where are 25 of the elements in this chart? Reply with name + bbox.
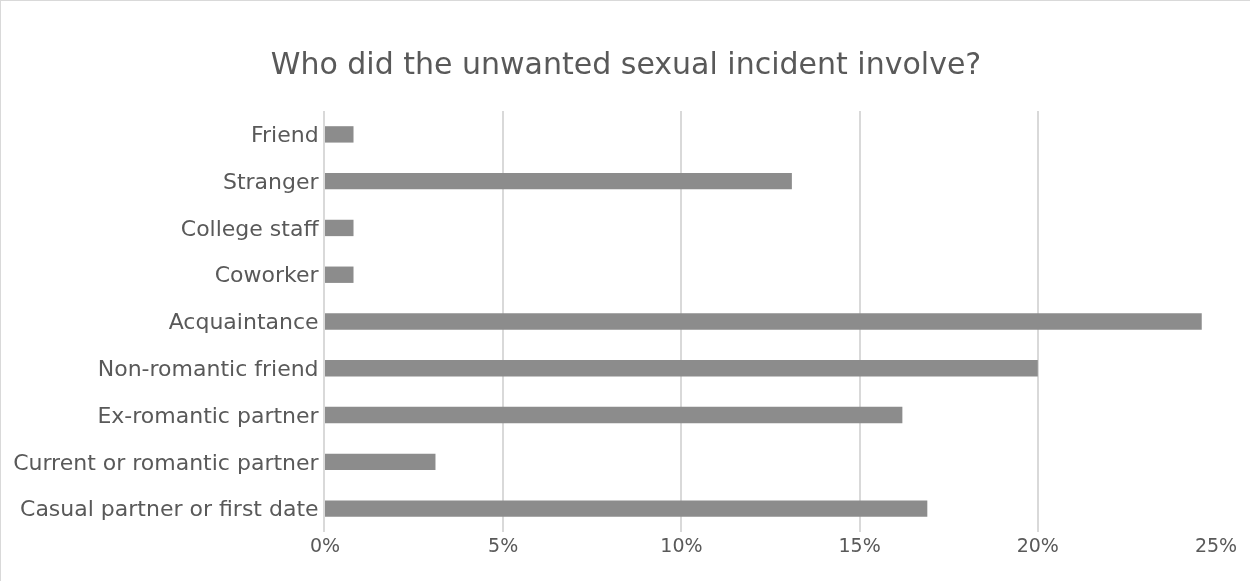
x-tick-label: 25% — [1194, 534, 1238, 556]
y-tick-label: Casual partner or first date — [20, 496, 319, 522]
x-tick-label: 0% — [309, 534, 341, 556]
y-tick-label: Ex-romantic partner — [97, 402, 320, 428]
y-tick-label: Non-romantic friend — [97, 355, 319, 381]
chart-title: Who did the unwanted sexual incident involve? — [270, 46, 982, 82]
bar — [325, 266, 354, 283]
bar — [325, 172, 792, 190]
x-tick-label: 15% — [838, 534, 881, 556]
bar — [325, 453, 436, 471]
y-tick-label: Coworker — [214, 262, 320, 288]
y-tick-label: Current or romantic partner — [13, 449, 320, 475]
bar — [325, 126, 354, 143]
bar — [325, 313, 1202, 330]
y-tick-label: College staff — [180, 215, 320, 241]
y-tick-label: Friend — [250, 122, 319, 148]
x-tick-label: 10% — [660, 534, 703, 556]
x-tick-label: 20% — [1016, 534, 1059, 556]
y-tick-label: Acquaintance — [168, 309, 319, 335]
bar — [325, 500, 928, 517]
x-tick-label: 5% — [488, 534, 519, 556]
bar — [325, 360, 1038, 377]
bar — [325, 406, 903, 424]
y-tick-label: Stranger — [222, 168, 320, 194]
bar — [325, 219, 354, 237]
